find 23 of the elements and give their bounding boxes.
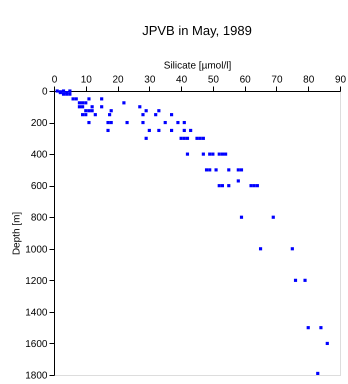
y-tick-label: 1200 bbox=[25, 276, 48, 287]
chart-title: JPVB in May, 1989 bbox=[142, 23, 252, 38]
y-tick-label: 1400 bbox=[25, 307, 48, 318]
y-tick-label: 200 bbox=[30, 118, 48, 130]
y-tick-label: 1000 bbox=[25, 244, 48, 256]
y-axis-title: Depth [m] bbox=[11, 212, 22, 256]
y-tick-label: 800 bbox=[30, 212, 48, 224]
x-tick-label: 30 bbox=[144, 74, 156, 86]
y-tick-label: 1800 bbox=[25, 370, 48, 382]
x-tick-label: 20 bbox=[112, 74, 124, 86]
y-tick-label: 600 bbox=[30, 181, 48, 192]
y-tick-label: 0 bbox=[42, 86, 48, 98]
y-tick-label: 400 bbox=[30, 150, 48, 161]
x-tick-label: 10 bbox=[80, 74, 92, 86]
x-tick-label: 40 bbox=[176, 74, 188, 86]
x-axis-title: Silicate [µmol/l] bbox=[164, 60, 232, 72]
x-tick-label: 80 bbox=[303, 74, 315, 86]
x-tick-label: 0 bbox=[52, 74, 58, 86]
x-tick-label: 70 bbox=[271, 74, 283, 86]
y-tick-label: 1600 bbox=[25, 338, 48, 350]
x-tick-label: 90 bbox=[334, 74, 346, 86]
x-tick-label: 50 bbox=[208, 74, 220, 86]
x-tick-label: 60 bbox=[240, 74, 252, 86]
